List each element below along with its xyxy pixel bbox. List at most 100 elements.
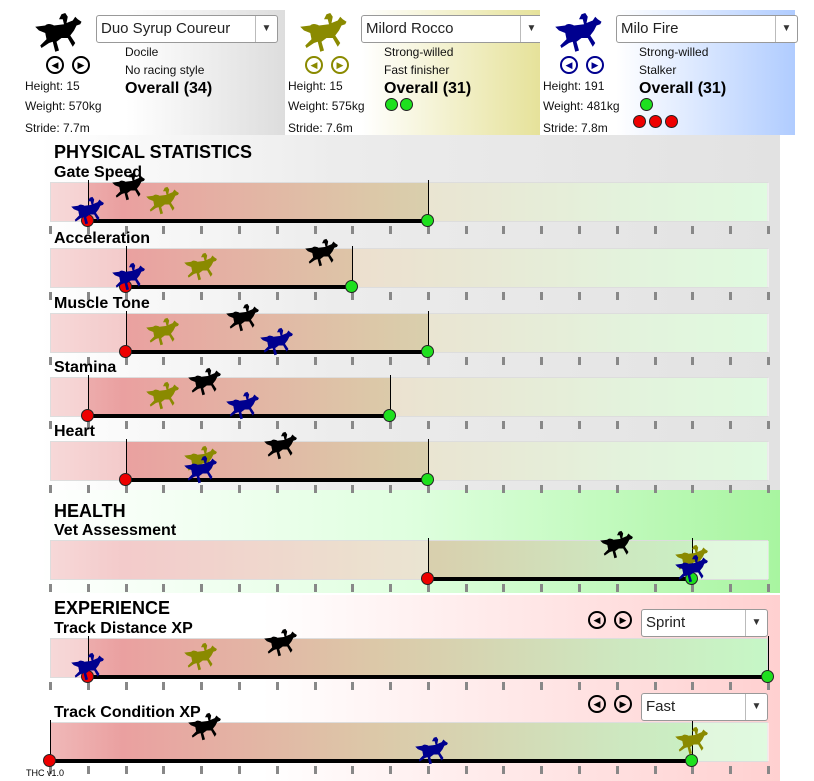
scale-tick — [275, 421, 279, 429]
next-option-button[interactable]: ▶ — [614, 611, 632, 629]
scale-tick — [502, 766, 506, 774]
stat-label: Acceleration — [54, 230, 151, 247]
scale-tick — [578, 226, 582, 234]
scale-tick — [351, 357, 355, 365]
prev-option-button[interactable]: ◀ — [588, 611, 606, 629]
chevron-down-icon[interactable]: ▼ — [520, 16, 542, 42]
scale-tick — [389, 421, 393, 429]
scale-tick — [237, 766, 241, 774]
xp-select[interactable]: Fast ▼ — [641, 693, 768, 721]
scale-tick — [275, 292, 279, 300]
horse-marker-icon — [70, 652, 106, 682]
stat-bar — [50, 722, 769, 762]
red-dot-icon — [633, 115, 646, 128]
experience-heading: EXPERIENCE — [54, 598, 171, 618]
max-marker-line — [427, 180, 429, 222]
chevron-down-icon[interactable]: ▼ — [745, 694, 767, 720]
stat-label: Muscle Tone — [54, 295, 150, 312]
chevron-down-icon[interactable]: ▼ — [745, 610, 767, 636]
scale-tick — [653, 485, 657, 493]
scale-tick — [540, 766, 544, 774]
prev-horse-button[interactable]: ◀ — [46, 56, 64, 74]
temperament-text: Docile — [125, 45, 159, 59]
horse-marker-icon — [674, 554, 710, 584]
racing-style-text: Stalker — [639, 63, 677, 77]
scale-tick — [86, 485, 90, 493]
horse-select[interactable]: Duo Syrup Coureur ▼ — [96, 15, 278, 43]
max-dot-icon — [345, 280, 359, 293]
scale-tick — [502, 485, 506, 493]
max-marker-line — [352, 246, 354, 288]
horse-marker-icon — [599, 530, 635, 560]
scale-tick — [653, 766, 657, 774]
horse-marker-icon — [111, 262, 147, 292]
scale-tick — [389, 766, 393, 774]
scale-tick — [86, 766, 90, 774]
scale-tick — [464, 682, 468, 690]
scale-tick — [86, 292, 90, 300]
scale-tick — [86, 421, 90, 429]
scale-tick — [653, 421, 657, 429]
scale-tick — [351, 584, 355, 592]
next-horse-button[interactable]: ▶ — [586, 56, 604, 74]
scale-tick — [200, 357, 204, 365]
scale-tick — [729, 682, 733, 690]
chevron-down-icon[interactable]: ▼ — [255, 16, 277, 42]
scale-tick — [615, 292, 619, 300]
next-horse-button[interactable]: ▶ — [72, 56, 90, 74]
min-marker-line — [125, 439, 127, 481]
scale-tick — [502, 421, 506, 429]
height-text: Height: 191 — [543, 79, 605, 93]
green-dot-icon — [640, 98, 653, 111]
scale-tick — [49, 226, 52, 234]
min-dot-icon — [43, 754, 56, 767]
scale-tick — [237, 292, 241, 300]
scale-tick — [275, 682, 279, 690]
scale-tick — [124, 357, 128, 365]
scale-tick — [729, 226, 733, 234]
scale-tick — [615, 357, 619, 365]
horse-select[interactable]: Milord Rocco ▼ — [361, 15, 543, 43]
scale-tick — [49, 584, 52, 592]
horse-marker-icon — [187, 712, 223, 742]
overall-score: Overall (31) — [639, 80, 727, 97]
horse-marker-icon — [304, 238, 340, 268]
scale-tick — [275, 226, 279, 234]
horse-marker-icon — [674, 726, 710, 756]
scale-tick — [200, 421, 204, 429]
scale-tick — [275, 766, 279, 774]
scale-tick — [49, 485, 52, 493]
scale-tick — [124, 766, 128, 774]
next-option-button[interactable]: ▶ — [614, 695, 632, 713]
horse-select[interactable]: Milo Fire ▼ — [616, 15, 798, 43]
scale-tick — [691, 292, 695, 300]
racing-style-text: Fast finisher — [384, 63, 450, 77]
next-horse-button[interactable]: ▶ — [331, 56, 349, 74]
horse-card: Milord Rocco ▼ ◀ ▶ Height: 15 Weight: 575… — [285, 10, 543, 135]
weight-text: Weight: 575kg — [288, 99, 365, 113]
scale-tick — [49, 766, 52, 774]
scale-tick — [200, 766, 204, 774]
horse-marker-icon — [263, 431, 299, 461]
prev-horse-button[interactable]: ◀ — [560, 56, 578, 74]
prev-option-button[interactable]: ◀ — [588, 695, 606, 713]
xp-select[interactable]: Sprint ▼ — [641, 609, 768, 637]
max-dot-icon — [420, 345, 434, 358]
range-line — [125, 478, 428, 482]
scale-tick — [49, 357, 52, 365]
chevron-down-icon[interactable]: ▼ — [775, 16, 797, 42]
scale-tick — [691, 357, 695, 365]
range-line — [87, 219, 428, 223]
scale-tick — [162, 485, 166, 493]
scale-tick — [578, 766, 582, 774]
scale-tick — [237, 485, 241, 493]
stride-text: Stride: 7.8m — [543, 121, 608, 135]
horse-icon — [299, 11, 349, 55]
scale-tick — [124, 226, 128, 234]
prev-horse-button[interactable]: ◀ — [305, 56, 323, 74]
min-dot-icon — [118, 473, 132, 486]
scale-tick — [86, 357, 90, 365]
scale-tick — [124, 485, 128, 493]
min-dot-icon — [420, 572, 434, 585]
range-line — [427, 577, 693, 581]
